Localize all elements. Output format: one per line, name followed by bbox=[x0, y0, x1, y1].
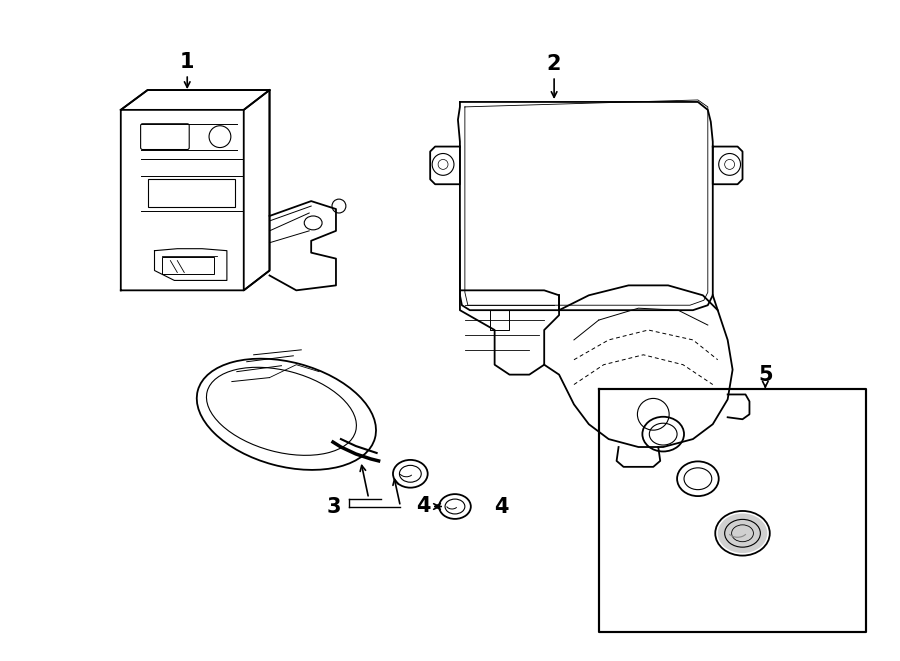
Bar bbox=[148, 179, 235, 207]
Text: 1: 1 bbox=[180, 52, 194, 72]
Text: 2: 2 bbox=[547, 54, 562, 74]
Ellipse shape bbox=[717, 514, 768, 553]
Text: 4: 4 bbox=[493, 496, 508, 516]
Text: 3: 3 bbox=[327, 496, 341, 516]
Text: 4: 4 bbox=[416, 496, 430, 516]
Bar bbox=[162, 256, 214, 274]
Text: 5: 5 bbox=[758, 365, 772, 385]
